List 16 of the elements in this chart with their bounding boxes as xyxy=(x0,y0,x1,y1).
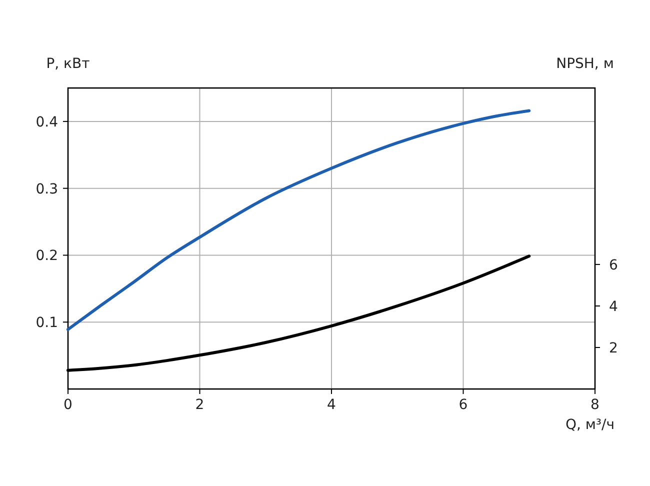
y2-tick-label: 6 xyxy=(609,257,618,274)
y2-axis-title: NPSH, м xyxy=(556,56,614,72)
x-tick-label: 0 xyxy=(64,397,72,413)
y-tick-label: 0.2 xyxy=(36,248,58,264)
x-tick-label: 2 xyxy=(195,397,204,413)
y2-tick-label: 4 xyxy=(609,298,618,315)
y-tick-label: 0.4 xyxy=(36,114,58,130)
x-tick-label: 8 xyxy=(590,397,600,413)
x-tick-label: 6 xyxy=(458,397,468,413)
y-tick-label: 0.1 xyxy=(36,315,58,332)
y2-tick-label: 2 xyxy=(609,340,618,356)
x-tick-label: 4 xyxy=(327,397,336,413)
y-tick-label: 0.3 xyxy=(36,181,58,198)
y-axis-title: P, кВт xyxy=(46,56,90,72)
line-series xyxy=(66,109,531,331)
x-axis-title: Q, м³/ч xyxy=(565,417,615,433)
